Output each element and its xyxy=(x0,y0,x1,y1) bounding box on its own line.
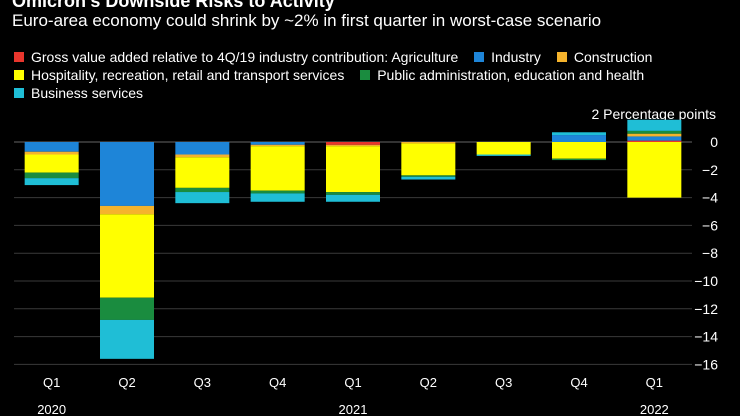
legend-swatch-hospitality xyxy=(14,70,24,80)
y-tick-label: −16 xyxy=(694,356,718,372)
bar-segment xyxy=(100,297,154,320)
legend-item-industry: Industry xyxy=(474,48,541,66)
y-tick-label: −6 xyxy=(702,217,718,233)
bar-segment xyxy=(24,154,79,173)
x-tick-label: Q2 xyxy=(118,375,135,390)
bar-segment xyxy=(401,175,456,177)
x-tick-label: Q2 xyxy=(420,375,437,390)
legend-label-agriculture: Gross value added relative to 4Q/19 indu… xyxy=(31,49,459,65)
bar-segment xyxy=(476,142,531,155)
y-axis-unit-label: 2 Percentage points xyxy=(591,106,716,122)
bar-segment xyxy=(552,142,606,159)
bar-segment xyxy=(24,142,79,152)
bar-segment xyxy=(250,190,305,194)
bar-segment xyxy=(100,142,154,206)
bar-segment xyxy=(627,140,682,142)
x-tick-label: Q1 xyxy=(646,375,663,390)
chart-subtitle: Euro-area economy could shrink by ~2% in… xyxy=(12,11,602,30)
x-tick-label: Q3 xyxy=(495,375,512,390)
legend-item-construction: Construction xyxy=(556,48,653,66)
legend-item-agriculture: Gross value added relative to 4Q/19 indu… xyxy=(14,48,458,66)
bar-segment xyxy=(100,214,154,298)
legend-label-industry: Industry xyxy=(491,49,541,65)
y-tick-label: −2 xyxy=(702,162,718,178)
y-tick-label: −12 xyxy=(694,301,718,317)
bar-segment xyxy=(100,319,154,359)
chart-title: Omicron’s Downside Risks to Activity xyxy=(12,0,335,11)
x-tick-label: Q4 xyxy=(269,375,286,390)
bar-segment xyxy=(552,132,606,136)
bar-segment xyxy=(24,172,79,179)
legend-label-business-services: Business services xyxy=(31,85,144,101)
bar-segment xyxy=(476,154,531,156)
legend-swatch-public-administration xyxy=(360,70,371,80)
legend-item-public-administration: Public administration, education and hea… xyxy=(360,66,644,84)
bar-segment xyxy=(627,136,682,141)
bar-segment xyxy=(175,192,230,204)
bar-segment xyxy=(100,205,154,215)
bar-segment xyxy=(326,146,380,193)
bar-segment xyxy=(552,158,606,161)
bar-segment xyxy=(627,119,682,131)
legend-label-construction: Construction xyxy=(573,49,653,65)
bar-segment xyxy=(175,157,230,188)
bar-segment xyxy=(326,192,380,195)
bar-segment xyxy=(175,154,230,158)
y-tick-label: −4 xyxy=(702,190,718,206)
legend-item-business-services: Business services xyxy=(14,84,143,102)
x-year-label: 2020 xyxy=(37,402,66,416)
bar-segment xyxy=(627,133,682,137)
legend-item-hospitality: Hospitality, recreation, retail and tran… xyxy=(14,66,344,84)
legend: Gross value added relative to 4Q/19 indu… xyxy=(14,48,729,102)
y-tick-label: −14 xyxy=(694,329,718,345)
y-tick-label: 0 xyxy=(710,134,718,150)
bar-segment xyxy=(24,178,79,186)
x-year-label: 2022 xyxy=(640,402,669,416)
bar-segment xyxy=(250,144,305,147)
bar-segment xyxy=(401,142,456,144)
legend-swatch-business-services xyxy=(14,88,24,98)
legend-swatch-agriculture xyxy=(14,52,24,62)
legend-swatch-industry xyxy=(474,52,485,62)
bar-segment xyxy=(250,146,305,191)
bar-segment xyxy=(326,194,380,202)
bar-segment xyxy=(401,143,456,176)
legend-label-hospitality: Hospitality, recreation, retail and tran… xyxy=(31,67,345,83)
y-tick-label: −10 xyxy=(694,273,718,289)
bar-segment xyxy=(250,142,305,145)
bar-segment xyxy=(250,193,305,202)
bar-segment xyxy=(175,187,230,193)
x-tick-label: Q1 xyxy=(43,375,60,390)
bar-segment xyxy=(627,142,682,198)
bar-segment xyxy=(326,144,380,147)
legend-swatch-construction xyxy=(556,52,567,62)
y-tick-label: −8 xyxy=(702,245,718,261)
bar-segment xyxy=(326,142,380,145)
bar-segment xyxy=(24,151,79,155)
legend-label-public-administration: Public administration, education and hea… xyxy=(377,67,645,83)
x-tick-label: Q1 xyxy=(344,375,361,390)
bar-segment xyxy=(401,176,456,180)
x-tick-label: Q3 xyxy=(194,375,211,390)
bar-segment xyxy=(175,142,230,155)
x-tick-label: Q4 xyxy=(570,375,587,390)
bar-segment xyxy=(627,130,682,134)
x-year-label: 2021 xyxy=(339,402,368,416)
bar-segment xyxy=(552,135,606,142)
